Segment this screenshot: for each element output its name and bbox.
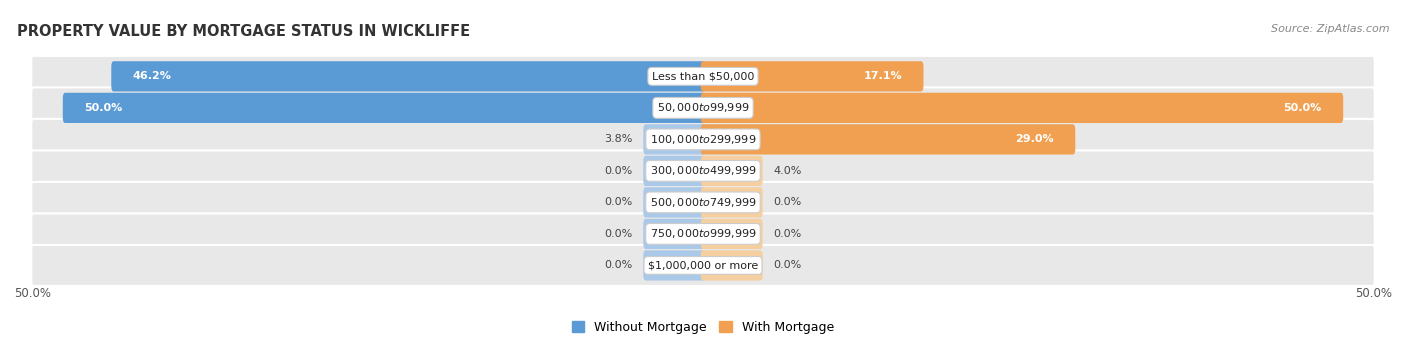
FancyBboxPatch shape bbox=[700, 124, 1076, 154]
FancyBboxPatch shape bbox=[700, 156, 762, 186]
Text: Less than $50,000: Less than $50,000 bbox=[652, 71, 754, 81]
FancyBboxPatch shape bbox=[700, 93, 1343, 123]
FancyBboxPatch shape bbox=[700, 219, 762, 249]
Text: 0.0%: 0.0% bbox=[605, 229, 633, 239]
Text: Source: ZipAtlas.com: Source: ZipAtlas.com bbox=[1271, 24, 1389, 34]
FancyBboxPatch shape bbox=[31, 56, 1375, 97]
Text: PROPERTY VALUE BY MORTGAGE STATUS IN WICKLIFFE: PROPERTY VALUE BY MORTGAGE STATUS IN WIC… bbox=[17, 24, 470, 39]
Text: 50.0%: 50.0% bbox=[1355, 287, 1392, 300]
Text: 0.0%: 0.0% bbox=[773, 229, 801, 239]
FancyBboxPatch shape bbox=[644, 187, 706, 218]
Text: 50.0%: 50.0% bbox=[84, 103, 122, 113]
Text: 3.8%: 3.8% bbox=[605, 134, 633, 144]
Text: $500,000 to $749,999: $500,000 to $749,999 bbox=[650, 196, 756, 209]
FancyBboxPatch shape bbox=[31, 245, 1375, 286]
FancyBboxPatch shape bbox=[644, 124, 706, 154]
FancyBboxPatch shape bbox=[31, 213, 1375, 254]
FancyBboxPatch shape bbox=[31, 182, 1375, 223]
FancyBboxPatch shape bbox=[700, 187, 762, 218]
Text: $300,000 to $499,999: $300,000 to $499,999 bbox=[650, 164, 756, 177]
Text: $100,000 to $299,999: $100,000 to $299,999 bbox=[650, 133, 756, 146]
Text: 46.2%: 46.2% bbox=[132, 71, 172, 81]
FancyBboxPatch shape bbox=[700, 61, 924, 91]
FancyBboxPatch shape bbox=[31, 87, 1375, 128]
Text: $1,000,000 or more: $1,000,000 or more bbox=[648, 261, 758, 270]
FancyBboxPatch shape bbox=[644, 250, 706, 281]
Text: $50,000 to $99,999: $50,000 to $99,999 bbox=[657, 101, 749, 114]
FancyBboxPatch shape bbox=[111, 61, 706, 91]
Text: 0.0%: 0.0% bbox=[773, 197, 801, 207]
Text: 0.0%: 0.0% bbox=[605, 166, 633, 176]
Text: 29.0%: 29.0% bbox=[1015, 134, 1054, 144]
Text: 0.0%: 0.0% bbox=[605, 197, 633, 207]
FancyBboxPatch shape bbox=[644, 219, 706, 249]
Text: 50.0%: 50.0% bbox=[14, 287, 51, 300]
FancyBboxPatch shape bbox=[31, 150, 1375, 191]
Legend: Without Mortgage, With Mortgage: Without Mortgage, With Mortgage bbox=[567, 316, 839, 339]
FancyBboxPatch shape bbox=[31, 119, 1375, 160]
Text: 0.0%: 0.0% bbox=[605, 261, 633, 270]
FancyBboxPatch shape bbox=[644, 156, 706, 186]
FancyBboxPatch shape bbox=[63, 93, 706, 123]
Text: 0.0%: 0.0% bbox=[773, 261, 801, 270]
FancyBboxPatch shape bbox=[700, 250, 762, 281]
Text: 50.0%: 50.0% bbox=[1284, 103, 1322, 113]
Text: $750,000 to $999,999: $750,000 to $999,999 bbox=[650, 227, 756, 240]
Text: 17.1%: 17.1% bbox=[863, 71, 903, 81]
Text: 4.0%: 4.0% bbox=[773, 166, 801, 176]
